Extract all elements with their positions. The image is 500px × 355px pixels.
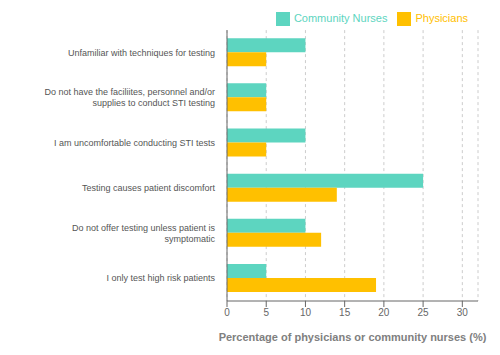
svg-text:10: 10 [300, 307, 312, 318]
html-text:Community Nurses: Community Nurses [293, 12, 388, 24]
html-text:Physicians: Physicians [415, 12, 468, 24]
svg-text:Do not have the faciliites, pe: Do not have the faciliites, personnel an… [44, 87, 215, 108]
svg-text:15: 15 [339, 307, 351, 318]
svg-text:Do not offer testing unless pa: Do not offer testing unless patient issy… [72, 223, 215, 244]
svg-text:5: 5 [263, 307, 269, 318]
svg-text:I only test high risk patients: I only test high risk patients [106, 273, 215, 283]
svg-text:30: 30 [457, 307, 469, 318]
svg-text:Unfamiliar with techniques for: Unfamiliar with techniques for testing [68, 48, 215, 58]
svg-text:0: 0 [224, 307, 230, 318]
svg-text:25: 25 [418, 307, 430, 318]
svg-text:Percentage of physicians or co: Percentage of physicians or community nu… [219, 331, 487, 343]
svg-text:Testing causes patient discomf: Testing causes patient discomfort [82, 183, 216, 193]
svg-text:I am uncomfortable conducting: I am uncomfortable conducting STI tests [54, 138, 216, 148]
svg-text:20: 20 [378, 307, 390, 318]
